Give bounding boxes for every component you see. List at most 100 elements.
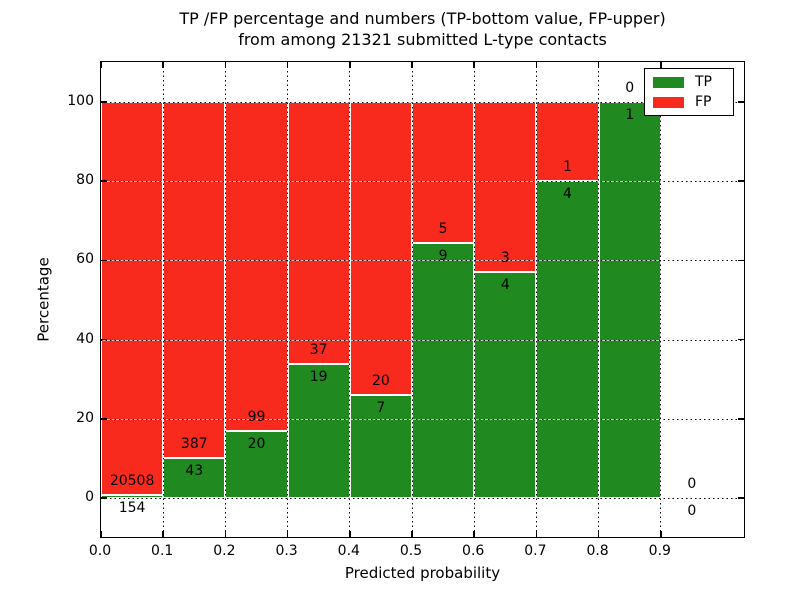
h-gridline-20 <box>101 418 742 420</box>
x-tick-top-0 <box>100 62 102 68</box>
y-tick-right-20 <box>738 418 744 420</box>
y-tick-left-0 <box>101 497 107 499</box>
fp-count-label-8: 0 <box>625 80 635 96</box>
chart-title: TP /FP percentage and numbers (TP-bottom… <box>100 8 745 50</box>
x-tick-bottom-0.3 <box>286 531 289 537</box>
fp-bar-2 <box>225 102 288 432</box>
x-tick-bottom-0.2 <box>224 531 227 537</box>
x-tick-top-0.4 <box>349 62 351 68</box>
y-tick-label-0: 0 <box>85 489 94 505</box>
x-tick-top-0.6 <box>473 62 475 68</box>
x-tick-top-0.8 <box>597 62 600 68</box>
plot-area: TP FP 20508 154 387 43 99 20 37 19 20 7 5 9 3 4 1 4 0 1 0 0 <box>100 61 745 538</box>
x-tick-label-0.8: 0.8 <box>586 543 609 559</box>
tp-count-label-4: 7 <box>376 400 386 417</box>
x-tick-label-0: 0.0 <box>88 543 112 559</box>
x-tick-label-0.7: 0.7 <box>524 543 547 559</box>
tp-count-label-5: 9 <box>438 248 448 265</box>
tp-legend-swatch-icon <box>653 76 684 88</box>
fp-count-label-7: 1 <box>563 159 572 176</box>
x-tick-top-0.9 <box>660 62 662 68</box>
tp-count-label-7: 4 <box>563 186 572 203</box>
tp-bar-5 <box>412 243 475 498</box>
h-gridline-60 <box>101 260 742 262</box>
fp-count-label-4: 20 <box>371 373 390 390</box>
y-tick-label-100: 100 <box>67 93 94 109</box>
v-gridline-0.1 <box>162 62 164 535</box>
x-tick-top-0.7 <box>535 62 538 68</box>
h-gridline-80 <box>101 181 742 183</box>
x-tick-bottom-0.4 <box>349 531 351 537</box>
tp-count-label-6: 4 <box>500 276 510 293</box>
tp-bar-6 <box>474 271 537 498</box>
legend-label-tp: TP <box>695 74 712 90</box>
y-tick-left-100 <box>101 101 107 103</box>
v-gridline-0.6 <box>473 62 475 535</box>
x-tick-label-0.3: 0.3 <box>275 543 298 559</box>
x-tick-top-0.2 <box>224 62 227 68</box>
tp-count-label-0: 154 <box>118 500 146 517</box>
y-tick-right-0 <box>738 497 744 499</box>
y-tick-left-80 <box>101 180 107 182</box>
h-gridline-0 <box>101 498 742 499</box>
tp-bar-7 <box>536 181 599 498</box>
y-tick-label-20: 20 <box>76 409 94 426</box>
x-tick-label-0.5: 0.5 <box>399 543 423 559</box>
x-tick-bottom-0.6 <box>473 531 475 537</box>
x-tick-bottom-0.9 <box>660 531 662 537</box>
x-tick-bottom-0 <box>100 531 102 537</box>
fp-bar-7 <box>536 102 599 182</box>
legend: TP FP <box>644 68 734 116</box>
x-tick-bottom-0.7 <box>535 531 538 537</box>
v-gridline-0.9 <box>660 62 662 535</box>
x-tick-top-0.1 <box>162 62 164 68</box>
tp-bar-2 <box>225 431 288 498</box>
tp-bar-3 <box>287 363 350 498</box>
x-tick-top-0.5 <box>411 62 413 68</box>
x-axis-label: Predicted probability <box>344 564 501 582</box>
fp-bar-5 <box>412 102 475 244</box>
x-tick-bottom-0.1 <box>162 531 164 537</box>
y-tick-label-40: 40 <box>76 330 94 347</box>
fp-bar-3 <box>287 102 350 364</box>
fp-count-label-2: 99 <box>247 409 266 426</box>
fp-bar-1 <box>163 102 226 459</box>
fp-legend-swatch-icon <box>653 96 684 108</box>
y-axis-label: Percentage <box>34 257 53 342</box>
v-gridline-0.3 <box>287 62 289 535</box>
tp-count-label-1: 43 <box>185 463 204 480</box>
tp-bar-0 <box>101 495 164 498</box>
fp-bar-4 <box>349 102 412 396</box>
tp-count-label-3: 19 <box>309 368 328 385</box>
fp-bar-0 <box>101 102 164 496</box>
h-gridline-100 <box>101 102 742 103</box>
legend-item-tp: TP <box>653 75 725 89</box>
y-tick-right-80 <box>738 180 744 182</box>
v-gridline-0.8 <box>598 62 600 535</box>
fp-count-label-6: 3 <box>500 249 510 266</box>
tp-bar-1 <box>163 458 226 498</box>
fp-count-label-3: 37 <box>309 341 328 358</box>
fp-count-label-1: 387 <box>180 436 208 453</box>
y-tick-left-40 <box>101 338 107 341</box>
y-tick-label-60: 60 <box>76 251 94 268</box>
x-tick-label-0.2: 0.2 <box>213 543 236 559</box>
tp-bar-4 <box>349 395 412 498</box>
v-gridline-0.2 <box>224 62 226 535</box>
y-tick-left-20 <box>101 418 107 420</box>
x-tick-top-0.3 <box>286 62 289 68</box>
x-tick-label-0.4: 0.4 <box>337 543 360 559</box>
chart-title-line1: TP /FP percentage and numbers (TP-bottom… <box>179 9 666 28</box>
fp-bar-6 <box>474 102 537 272</box>
tp-count-label-8: 1 <box>625 107 635 123</box>
tp-count-label-2: 20 <box>247 436 266 453</box>
fp-count-label-9: 0 <box>687 476 697 492</box>
y-tick-label-80: 80 <box>76 172 94 189</box>
x-tick-label-0.6: 0.6 <box>462 543 485 559</box>
legend-label-fp: FP <box>695 94 712 110</box>
fp-count-label-0: 20508 <box>109 473 155 490</box>
fp-count-label-5: 5 <box>438 221 448 238</box>
h-gridline-40 <box>101 339 742 341</box>
tp-count-label-9: 0 <box>687 503 697 519</box>
